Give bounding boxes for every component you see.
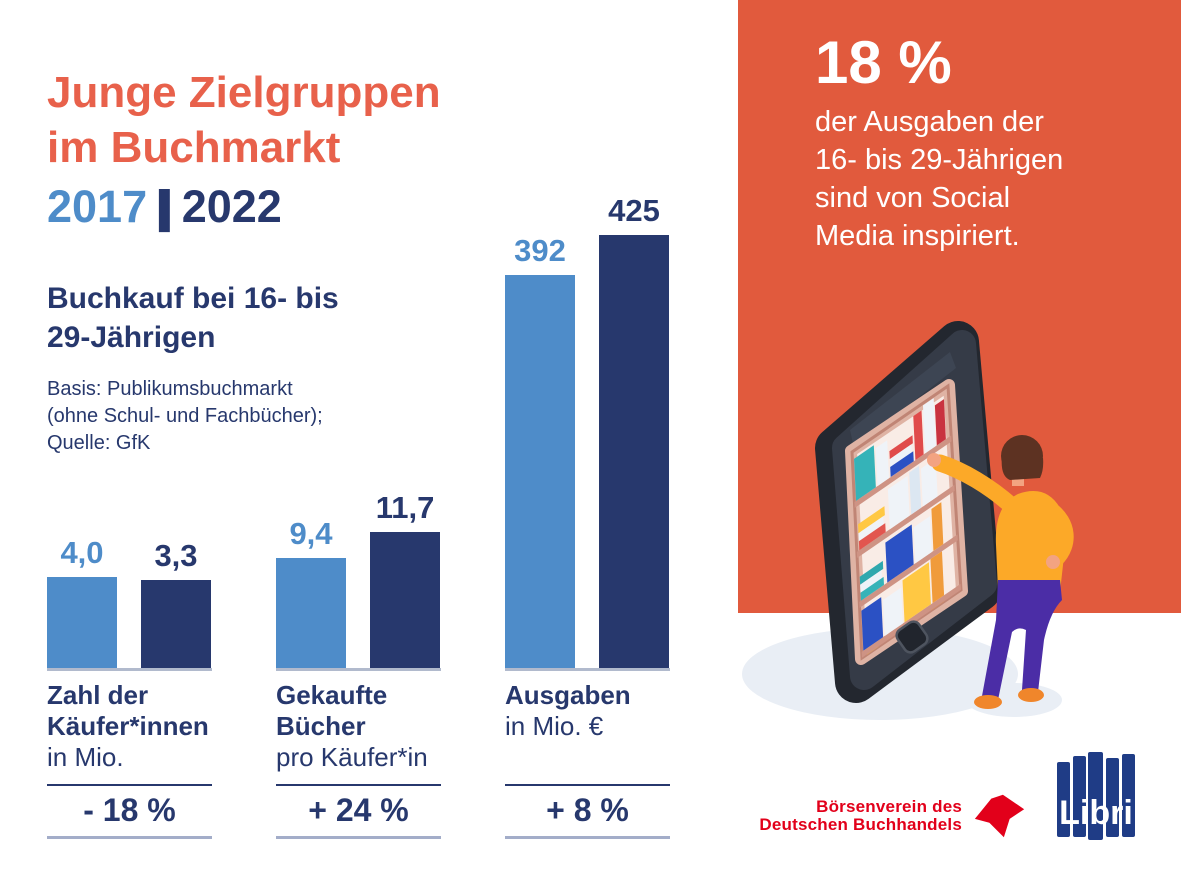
divider-line <box>276 784 441 786</box>
person-hair-bob <box>1001 456 1044 480</box>
person-hip-hand <box>1046 555 1060 569</box>
divider-line <box>505 784 670 786</box>
year-divider: | <box>152 181 177 232</box>
axis-baseline <box>47 668 212 671</box>
tablet-home-button <box>895 620 929 654</box>
bar-group-spending: 392 425 Ausgaben in Mio. € + 8 % <box>505 0 671 886</box>
legend-year-2017: 2017 <box>47 181 148 232</box>
change-buyers: - 18 % <box>83 792 176 828</box>
axis-baseline <box>276 668 441 671</box>
change-books: + 24 % <box>308 792 409 828</box>
person-legs <box>982 580 1062 700</box>
source-note-line2: (ohne Schul- und Fachbücher); <box>47 405 323 427</box>
highlight-text: der Ausgaben der 16- bis 29-Jährigen sin… <box>815 103 1063 255</box>
bar-2017-books <box>276 558 346 668</box>
value-2017-spending: 392 <box>514 233 566 268</box>
association-arrow-icon <box>974 794 1025 838</box>
group-label-books: Gekaufte Bücher pro Käufer*in <box>276 680 428 773</box>
legend-year-2022: 2022 <box>181 181 282 232</box>
highlight-stat: 18 % <box>815 29 952 96</box>
value-2022-buyers: 3,3 <box>154 538 198 573</box>
book-spines-icon <box>1057 752 1135 840</box>
highlight-text-line: der Ausgaben der <box>815 106 1044 138</box>
source-note: Basis: Publikumsbuchmarkt (ohne Schul- u… <box>47 376 323 457</box>
bar-2017-spending <box>505 275 575 668</box>
group-label-line: Ausgaben <box>505 680 631 710</box>
bar-2022-books <box>370 532 440 668</box>
association-logo-text: Börsenverein des Deutschen Buchhandels <box>700 798 962 834</box>
person-shoe-left <box>974 695 1002 709</box>
divider-line <box>47 836 212 839</box>
group-label-spending: Ausgaben in Mio. € <box>505 680 631 742</box>
chart-subtitle-line1: Buchkauf bei 16- bis <box>47 281 339 315</box>
bar-2017-buyers <box>47 577 117 668</box>
bar-group-books: 9,4 11,7 Gekaufte Bücher pro Käufer*in +… <box>276 0 442 886</box>
group-label-line: Zahl der <box>47 680 149 710</box>
page-title-line1: Junge Zielgruppen <box>47 68 441 118</box>
chart-subtitle: Buchkauf bei 16- bis 29-Jährigen <box>47 279 339 357</box>
person-shoe-right <box>1018 688 1044 702</box>
highlight-text-line: sind von Social <box>815 182 1011 214</box>
person <box>927 435 1074 709</box>
association-line2: Deutschen Buchhandels <box>759 815 962 834</box>
divider-line <box>276 836 441 839</box>
bar-2022-spending <box>599 235 669 668</box>
group-label-line: in Mio. <box>47 742 124 772</box>
group-label-line: pro Käufer*in <box>276 742 428 772</box>
person-bent-arm <box>1044 502 1074 568</box>
years-legend: 2017 | 2022 <box>47 182 282 232</box>
bar-2022-buyers <box>141 580 211 668</box>
axis-baseline <box>505 668 670 671</box>
tablet-bookshelf-illustration <box>742 321 1074 720</box>
bar-group-buyers: 4,0 3,3 Zahl der Käufer*innen in Mio. - … <box>47 0 213 886</box>
libri-wordmark: Libri <box>1059 794 1133 832</box>
divider-line <box>47 784 212 786</box>
group-label-line: in Mio. € <box>505 711 604 741</box>
group-label-line: Käufer*innen <box>47 711 209 741</box>
value-2022-books: 11,7 <box>375 490 435 525</box>
highlight-text-line: Media inspiriert. <box>815 220 1020 252</box>
value-2022-spending: 425 <box>608 193 660 228</box>
value-2017-buyers: 4,0 <box>60 535 104 570</box>
group-label-buyers: Zahl der Käufer*innen in Mio. <box>47 680 209 773</box>
person-reaching-arm <box>931 454 1023 517</box>
group-label-line: Bücher <box>276 711 366 741</box>
divider-line <box>505 836 670 839</box>
value-2017-books: 9,4 <box>289 516 333 551</box>
chart-subtitle-line2: 29-Jährigen <box>47 320 216 354</box>
association-line1: Börsenverein des <box>816 797 962 816</box>
source-note-line3: Quelle: GfK <box>47 432 151 454</box>
group-label-line: Gekaufte <box>276 680 388 710</box>
source-note-line1: Basis: Publikumsbuchmarkt <box>47 378 293 400</box>
screen-glare <box>850 352 956 448</box>
page-title-line2: im Buchmarkt <box>47 123 341 173</box>
change-spending: + 8 % <box>546 792 629 828</box>
person-hand <box>927 453 941 467</box>
page-title: Junge Zielgruppen im Buchmarkt <box>47 65 441 175</box>
highlight-text-line: 16- bis 29-Jährigen <box>815 144 1064 176</box>
libri-logo: Libri <box>1057 752 1135 840</box>
shelf-frame-inner-edge <box>850 383 963 661</box>
